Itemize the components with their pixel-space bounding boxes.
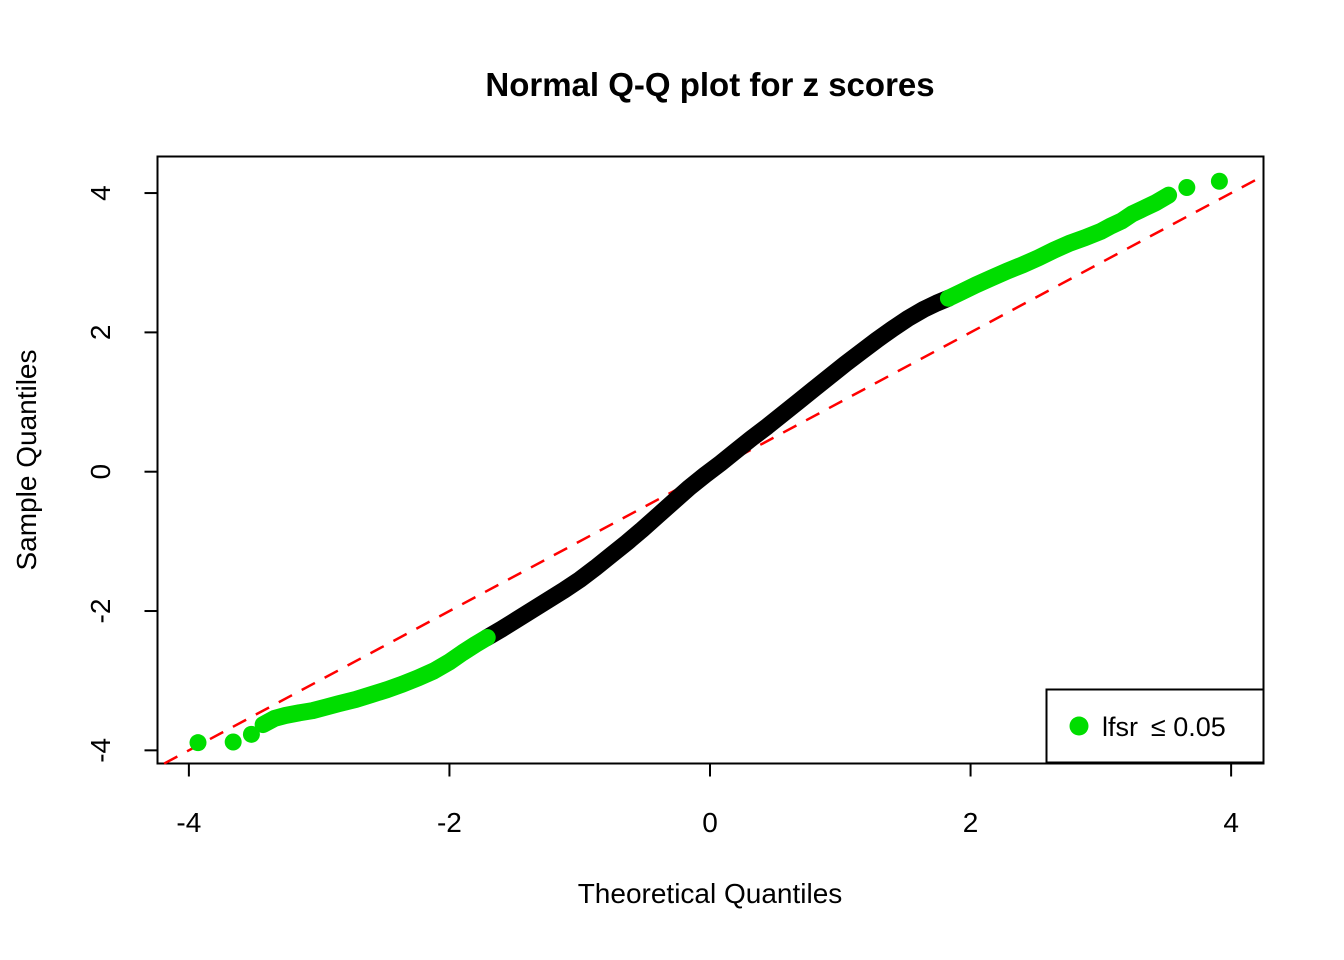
x-tick-label: 2 [963, 807, 979, 838]
qq-point-significant [1210, 172, 1228, 190]
qq-point-significant [189, 734, 207, 752]
y-axis-label: Sample Quantiles [11, 349, 42, 570]
x-tick-label: 0 [702, 807, 718, 838]
qq-band-significant [939, 186, 1178, 307]
legend-label: lfsr ≤ 0.05 [1102, 712, 1226, 742]
plot-border [156, 155, 1265, 765]
qq-band-nonsignificant [478, 289, 957, 646]
legend-marker-icon [1069, 716, 1089, 736]
legend: lfsr ≤ 0.05 [1045, 688, 1265, 764]
y-tick-label: 4 [85, 185, 116, 201]
qq-point-significant [1178, 178, 1196, 196]
chart-title: Normal Q-Q plot for z scores [485, 66, 934, 103]
qq-point-significant [242, 725, 260, 743]
y-axis-ticks: -4 -2 0 2 4 [85, 185, 158, 763]
x-tick-label: -2 [437, 807, 462, 838]
x-tick-label: 4 [1223, 807, 1239, 838]
x-axis-label: Theoretical Quantiles [578, 878, 843, 909]
x-axis-ticks: -4 -2 0 2 4 [176, 763, 1239, 838]
y-tick-label: 2 [85, 325, 116, 341]
y-tick-label: -4 [85, 738, 116, 763]
y-tick-label: 0 [85, 464, 116, 480]
qq-point-significant [224, 733, 242, 751]
qq-band-significant [254, 628, 496, 734]
qq-point-series [189, 172, 1228, 752]
y-tick-label: -2 [85, 599, 116, 624]
x-tick-label: -4 [176, 807, 201, 838]
